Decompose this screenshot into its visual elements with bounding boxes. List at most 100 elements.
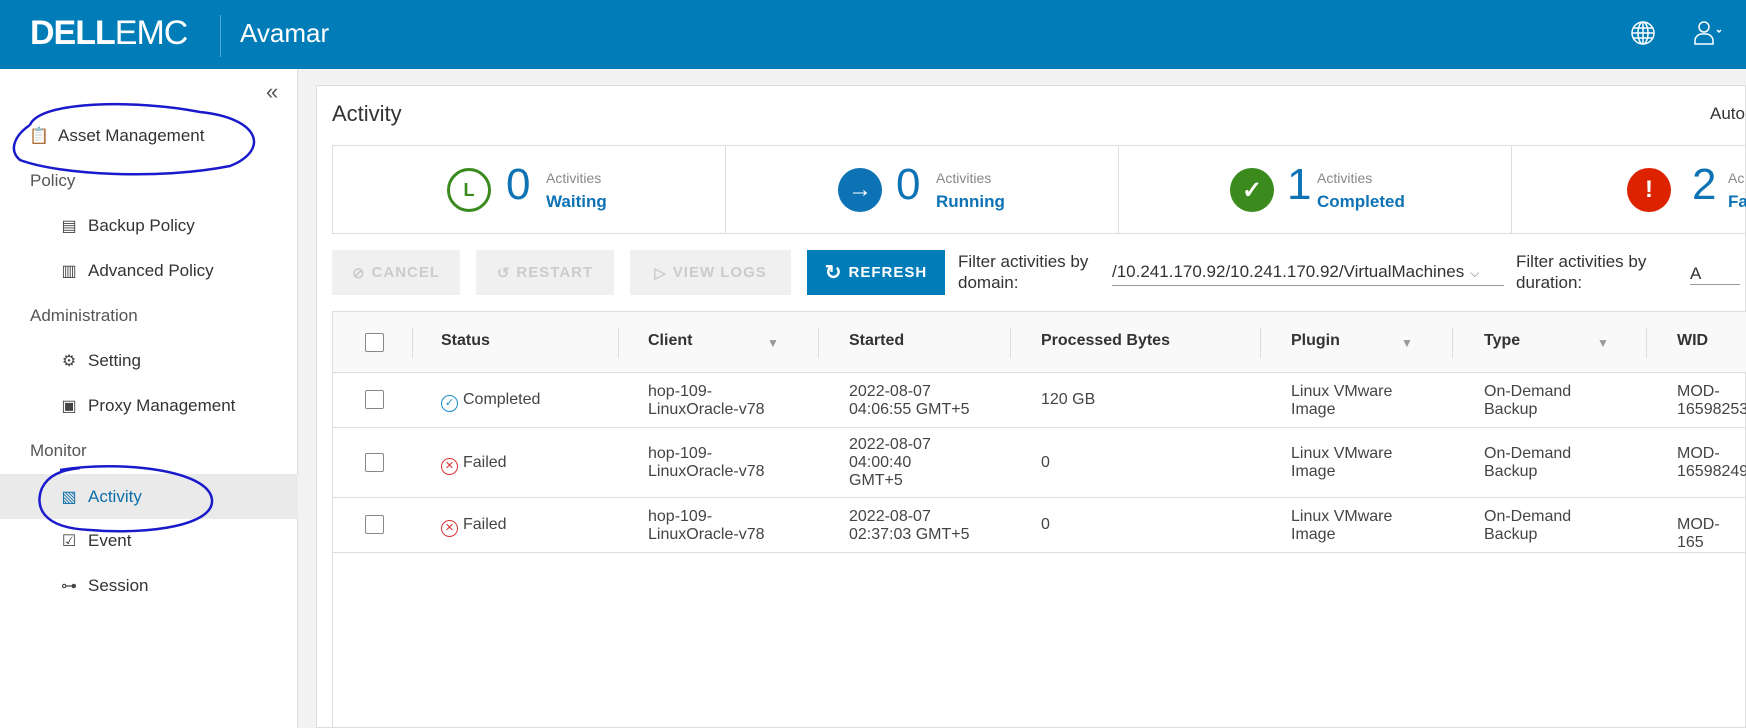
restart-label: RESTART — [516, 264, 594, 281]
type-cell: On-Demand Backup — [1484, 445, 1572, 480]
stat-waiting[interactable]: L 0 Activities Waiting — [333, 146, 726, 233]
filter-icon[interactable]: ▼ — [1401, 336, 1413, 350]
asset-icon: 📋 — [29, 128, 49, 145]
stat-status: Waiting — [546, 192, 607, 211]
filter-icon[interactable]: ▼ — [767, 336, 779, 350]
stat-label: Activities — [1317, 170, 1373, 186]
stat-status: Fa — [1728, 192, 1746, 211]
status-text: Completed — [463, 391, 541, 408]
column-divider — [412, 328, 413, 358]
sidebar-item-label: Setting — [88, 351, 141, 370]
sidebar-item-backup-policy[interactable]: ▤ Backup Policy — [58, 204, 356, 248]
sidebar-item-event[interactable]: ☑ Event — [58, 519, 356, 563]
bytes-cell: 0 — [1041, 516, 1050, 533]
auto-refresh-label: Auto — [1710, 104, 1745, 123]
sidebar-item-label: Activity — [88, 486, 142, 506]
stat-count: 0 — [506, 160, 531, 209]
table-row[interactable]: ✕ Failed hop-109- LinuxOracle-v78 2022-08-… — [333, 428, 1746, 498]
started-cell: 2022-08-07 02:37:03 GMT+5 — [849, 508, 970, 543]
plugin-cell: Linux VMware Image — [1291, 383, 1393, 418]
wid-cell: MOD-165 — [1677, 516, 1720, 551]
stat-failed[interactable]: ! 2 Ac Fa — [1512, 146, 1746, 233]
table-row[interactable]: ✓ Completed hop-109- LinuxOracle-v78 2022-… — [333, 373, 1746, 428]
column-divider — [818, 328, 819, 358]
content-panel — [316, 85, 1746, 728]
sidebar-item-label: Backup Policy — [88, 216, 195, 235]
row-checkbox[interactable] — [365, 515, 384, 534]
select-all-checkbox[interactable] — [365, 333, 384, 352]
activity-icon: ▧ — [61, 488, 77, 506]
bytes-cell: 0 — [1041, 454, 1050, 471]
proxy-icon: ▣ — [61, 398, 77, 415]
sidebar-item-label: Asset Management — [58, 126, 205, 145]
sidebar-section-policy: Policy — [30, 171, 76, 190]
brand-light: EMC — [114, 14, 189, 52]
row-checkbox[interactable] — [365, 390, 384, 409]
bytes-cell: 120 GB — [1041, 391, 1096, 408]
sidebar-item-setting[interactable]: ⚙ Setting — [58, 339, 356, 383]
globe-icon[interactable] — [1630, 20, 1656, 46]
stat-label: Activities — [936, 170, 992, 186]
brand-bold: DELL — [30, 14, 116, 52]
restart-icon: ↺ — [496, 264, 511, 282]
client-cell: hop-109- LinuxOracle-v78 — [648, 508, 765, 543]
column-plugin[interactable]: Plugin — [1291, 332, 1340, 349]
started-cell: 2022-08-07 04:00:40 GMT+5 — [849, 436, 931, 489]
x-circle-icon: ✕ — [441, 520, 458, 537]
wid-cell: MOD- 16598249 — [1677, 445, 1746, 480]
sidebar-item-label: Advanced Policy — [88, 261, 214, 280]
filter-icon[interactable]: ▼ — [1597, 336, 1609, 350]
view-logs-label: VIEW LOGS — [672, 264, 767, 281]
header-divider — [220, 15, 221, 57]
cancel-button[interactable]: ⊘ CANCEL — [332, 250, 460, 295]
app-name: Avamar — [240, 18, 330, 48]
user-icon[interactable] — [1692, 18, 1722, 48]
cancel-label: CANCEL — [371, 264, 441, 281]
column-started[interactable]: Started — [849, 332, 905, 349]
restart-button[interactable]: ↺ RESTART — [476, 250, 614, 295]
duration-filter-select[interactable]: A — [1690, 263, 1740, 285]
refresh-label: REFRESH — [848, 264, 928, 281]
column-processed-bytes[interactable]: Processed Bytes — [1041, 332, 1170, 349]
table-row[interactable]: ✕ Failed hop-109- LinuxOracle-v78 2022-08-… — [333, 498, 1746, 553]
duration-filter-label: Filter activities by duration: — [1516, 252, 1647, 292]
view-logs-button[interactable]: ▷ VIEW LOGS — [630, 250, 791, 295]
row-checkbox[interactable] — [365, 453, 384, 472]
column-type[interactable]: Type — [1484, 332, 1521, 349]
refresh-button[interactable]: ↻ REFRESH — [807, 250, 945, 295]
sidebar-item-activity[interactable]: ▧ Activity — [0, 474, 298, 519]
sidebar-item-label: Session — [88, 576, 149, 595]
clipboard-icon: ▥ — [61, 263, 77, 280]
sidebar: « — [0, 69, 298, 728]
stat-status: Completed — [1317, 192, 1405, 211]
domain-filter-value: /10.241.170.92/10.241.170.92/VirtualMach… — [1112, 262, 1465, 281]
sidebar-section-administration: Administration — [30, 306, 138, 325]
type-cell: On-Demand Backup — [1484, 383, 1572, 418]
table-header: Status Client ▼ Started Processed Bytes … — [333, 312, 1746, 373]
page-title: Activity — [332, 101, 402, 126]
sidebar-item-advanced-policy[interactable]: ▥ Advanced Policy — [58, 249, 356, 293]
column-divider — [1646, 328, 1647, 358]
activity-summary: L 0 Activities Waiting → 0 Activities Ru… — [332, 145, 1746, 234]
plugin-cell: Linux VMware Image — [1291, 508, 1393, 543]
sidebar-item-session[interactable]: ⊶ Session — [58, 564, 356, 608]
sidebar-section-monitor: Monitor — [30, 441, 87, 460]
column-status[interactable]: Status — [441, 332, 490, 349]
sidebar-item-proxy-management[interactable]: ▣ Proxy Management — [58, 384, 356, 428]
stat-running[interactable]: → 0 Activities Running — [726, 146, 1119, 233]
activity-table: Status Client ▼ Started Processed Bytes … — [332, 311, 1746, 728]
network-icon: ⊶ — [61, 578, 77, 595]
collapse-sidebar-icon[interactable]: « — [266, 79, 279, 104]
wid-cell: MOD- 16598253 — [1677, 383, 1746, 418]
stat-count: 0 — [896, 160, 921, 209]
sidebar-item-asset-management[interactable]: 📋 Asset Management — [28, 114, 326, 158]
stat-label: Ac — [1728, 170, 1745, 186]
domain-filter-label: Filter activities by domain: — [958, 252, 1089, 292]
domain-filter-select[interactable]: /10.241.170.92/10.241.170.92/VirtualMach… — [1112, 262, 1504, 286]
document-icon: ▤ — [61, 218, 77, 235]
stat-count: 1 — [1287, 160, 1312, 209]
column-client[interactable]: Client — [648, 332, 693, 349]
stat-completed[interactable]: ✓ 1 Activities Completed — [1119, 146, 1512, 233]
stat-label: Activities — [546, 170, 602, 186]
column-wid[interactable]: WID — [1677, 332, 1709, 349]
